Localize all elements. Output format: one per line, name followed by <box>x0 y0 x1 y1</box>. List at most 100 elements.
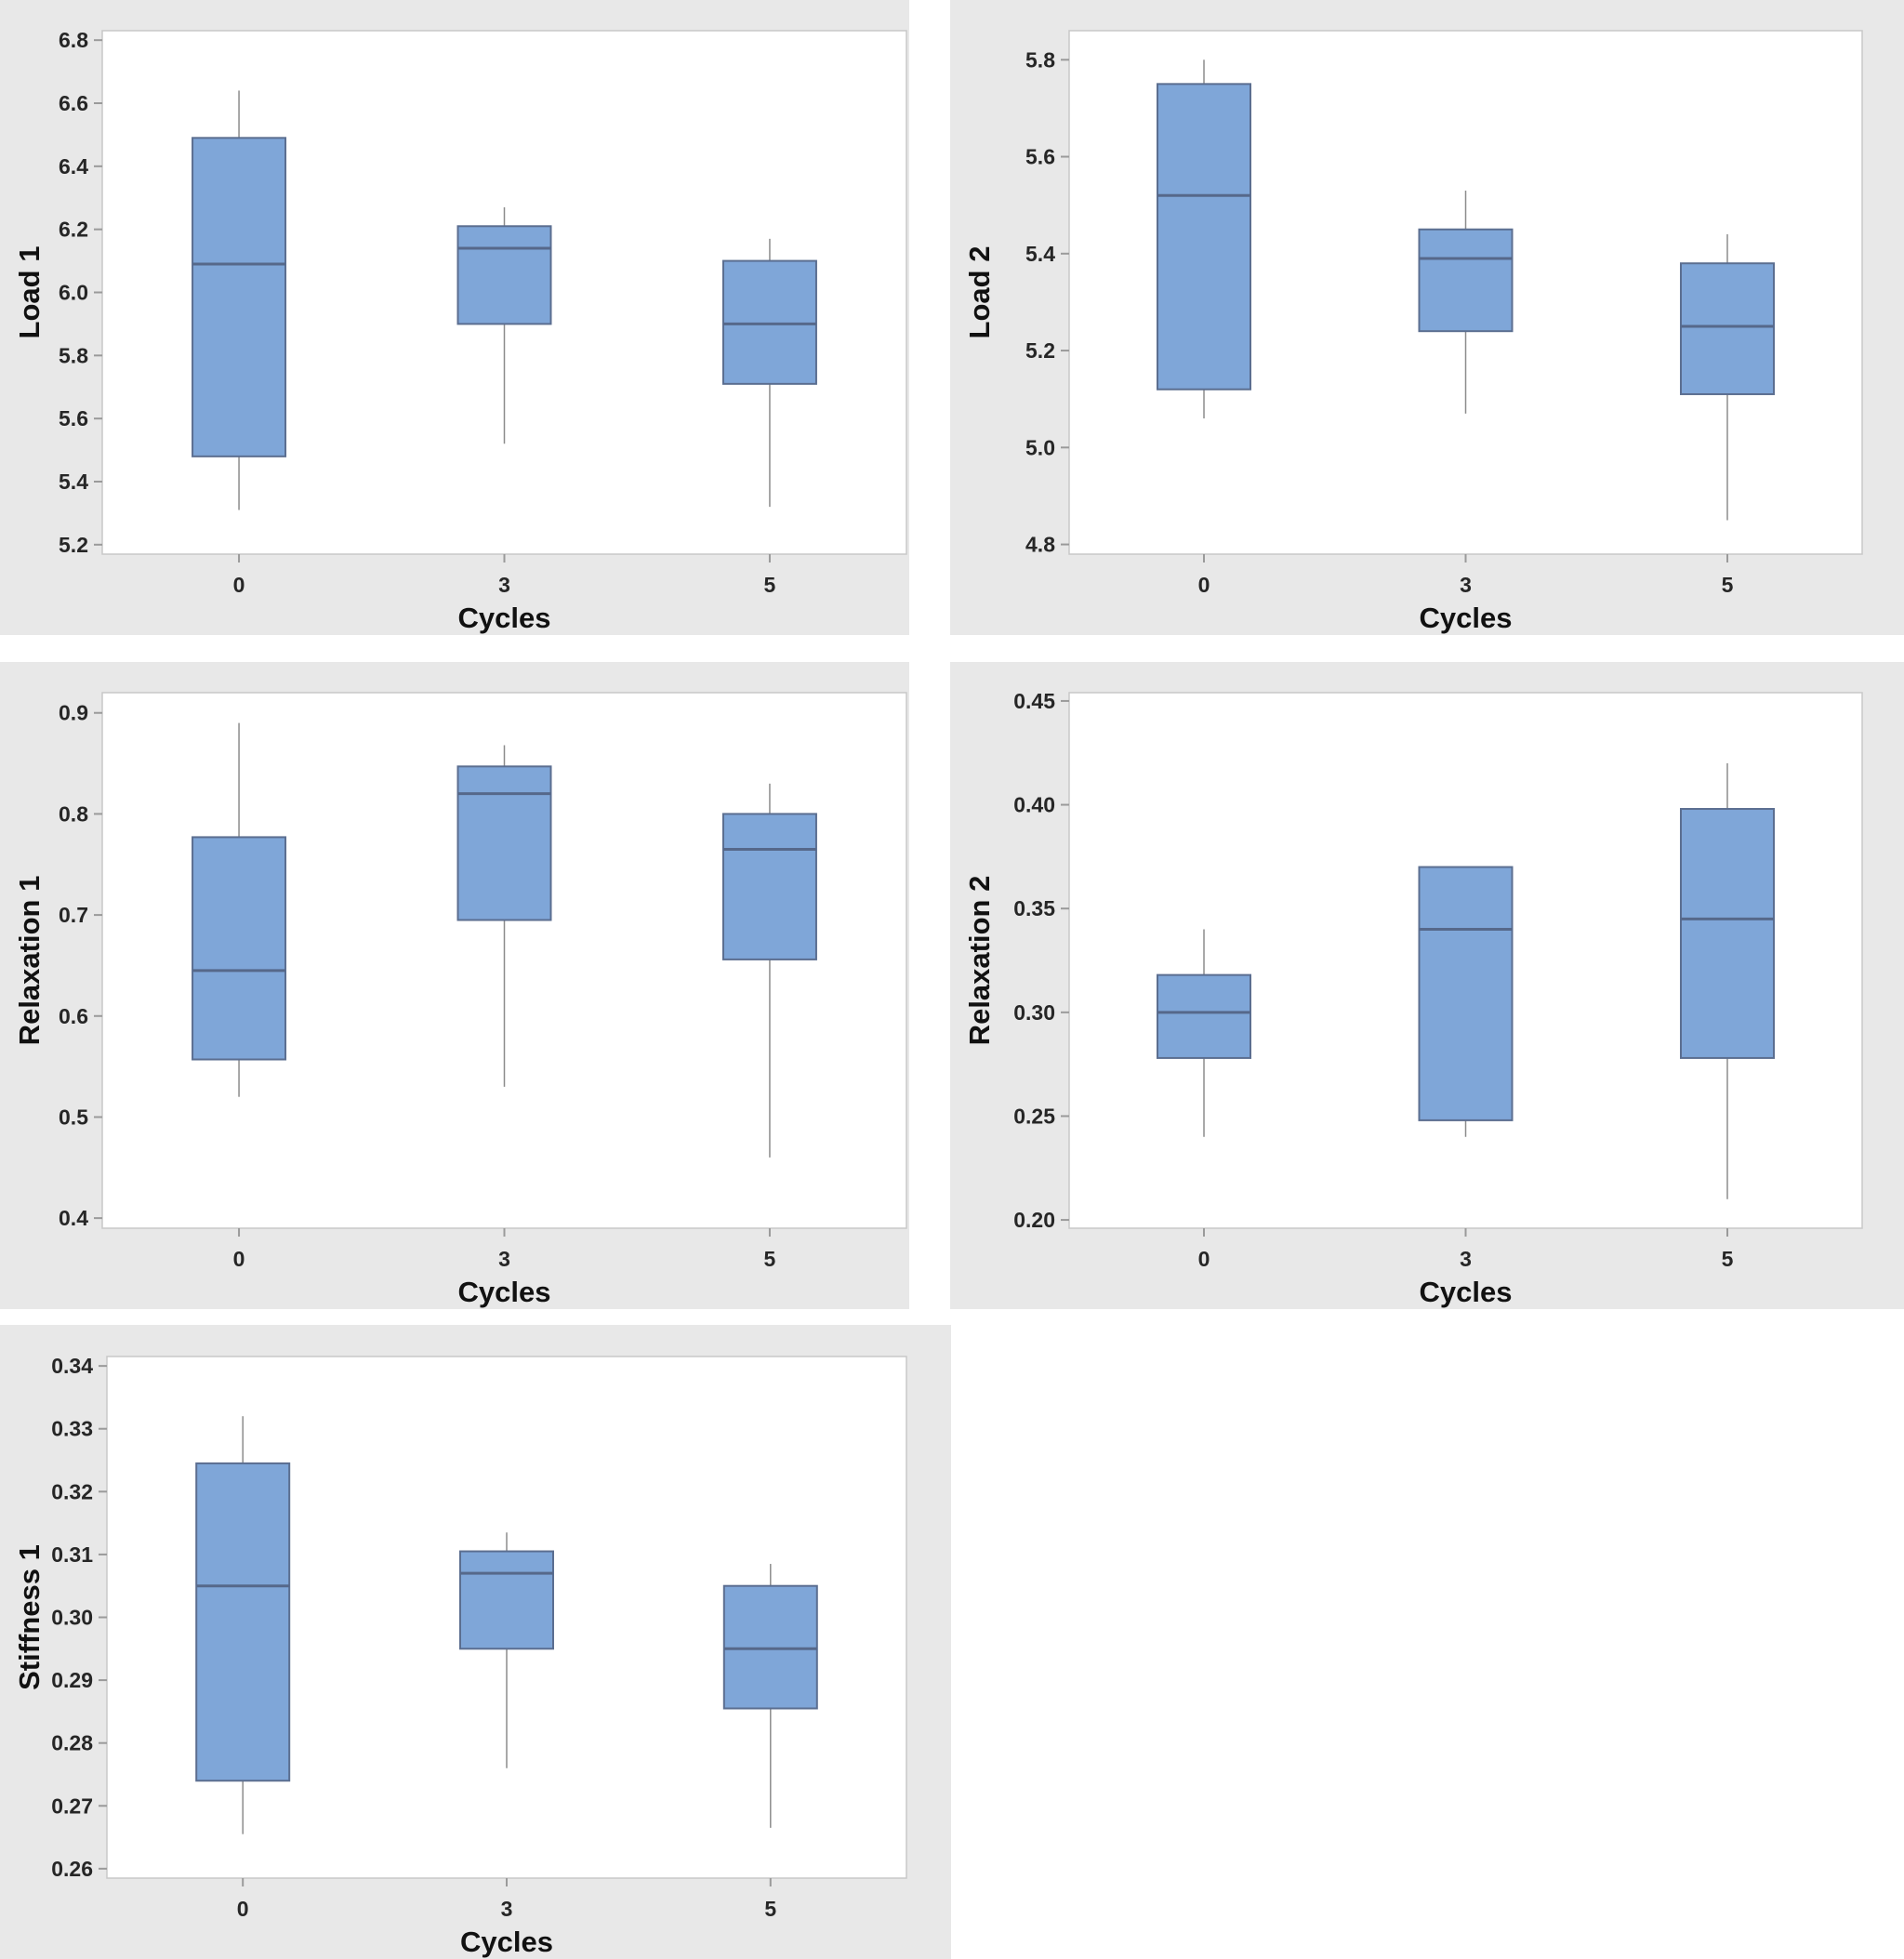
y-tick-label: 0.7 <box>59 903 88 927</box>
y-tick-label: 5.0 <box>1025 435 1055 459</box>
x-tick-label: 0 <box>1198 1247 1210 1271</box>
y-tick-label: 0.27 <box>51 1794 93 1818</box>
boxplot-svg: 0.4 0.5 0.6 0.7 0.8 0.9 0 3 5 Relaxation 1 Cycles <box>13 692 907 1308</box>
boxplot-svg: 0.26 0.27 0.28 0.29 0.30 0.31 0.32 0.33 0.34 0 3 5 S… <box>13 1354 907 1958</box>
iqr-box <box>1157 83 1252 390</box>
y-tick-label: 0.29 <box>51 1668 93 1692</box>
y-tick-label: 0.35 <box>1013 896 1055 920</box>
boxplot-svg: 4.8 5.0 5.2 5.4 5.6 5.8 0 3 5 Load 2 Cycles <box>963 30 1863 634</box>
y-tick-label: 0.6 <box>59 1004 88 1028</box>
iqr-box <box>1418 866 1514 1121</box>
x-axis-title: Cycles <box>1420 1276 1513 1308</box>
y-tick-label: 6.8 <box>59 28 88 52</box>
y-tick-label: 6.0 <box>59 281 88 305</box>
boxplot-panel-relaxation-1: 0.4 0.5 0.6 0.7 0.8 0.9 0 3 5 Relaxation 1 Cycles <box>0 662 909 1309</box>
y-tick-label: 5.4 <box>59 470 88 494</box>
iqr-box <box>195 1462 291 1782</box>
x-tick-label: 3 <box>498 573 510 597</box>
box-group <box>1157 929 1252 1137</box>
y-axis-title: Load 2 <box>963 246 996 339</box>
y-tick-label: 0.30 <box>1013 1000 1055 1025</box>
box-group <box>456 745 552 1087</box>
y-tick-label: 0.20 <box>1013 1208 1055 1232</box>
y-tick-label: 0.25 <box>1013 1104 1055 1128</box>
boxplot-svg: 5.2 5.4 5.6 5.8 6.0 6.2 6.4 6.6 6.8 0 3 5 Load 1 Cycl… <box>13 28 907 634</box>
x-tick-label: 5 <box>764 1897 776 1921</box>
iqr-box <box>721 259 817 385</box>
y-tick-label: 0.9 <box>59 701 88 725</box>
x-tick-label: 0 <box>233 1247 245 1271</box>
y-tick-label: 0.4 <box>59 1206 88 1230</box>
iqr-box <box>722 1584 818 1710</box>
y-tick-label: 5.6 <box>59 406 88 430</box>
x-axis-title: Cycles <box>460 1926 553 1958</box>
iqr-box <box>456 225 552 325</box>
x-tick-label: 5 <box>1722 1247 1734 1271</box>
x-tick-label: 5 <box>764 573 776 597</box>
box-group <box>721 783 817 1158</box>
y-tick-label: 4.8 <box>1025 533 1055 557</box>
x-axis-title: Cycles <box>458 1276 551 1308</box>
y-tick-label: 0.26 <box>51 1857 93 1881</box>
y-tick-label: 5.4 <box>1025 242 1055 266</box>
box-group <box>1418 191 1514 414</box>
y-tick-label: 0.34 <box>51 1354 93 1378</box>
y-tick-label: 0.45 <box>1013 689 1055 713</box>
iqr-box <box>1418 228 1514 333</box>
iqr-box <box>1157 973 1252 1059</box>
iqr-box <box>192 836 287 1061</box>
box-group <box>722 1564 818 1828</box>
y-tick-label: 0.33 <box>51 1417 93 1441</box>
y-tick-label: 5.6 <box>1025 145 1055 169</box>
y-tick-label: 5.2 <box>1025 338 1055 363</box>
y-axis-title: Stiffness 1 <box>13 1544 46 1690</box>
x-tick-label: 0 <box>233 573 245 597</box>
y-axis-title: Relaxation 2 <box>963 876 996 1046</box>
x-tick-label: 3 <box>501 1897 513 1921</box>
x-tick-label: 3 <box>498 1247 510 1271</box>
box-group <box>459 1532 554 1768</box>
box-group <box>1679 233 1775 521</box>
x-tick-label: 3 <box>1460 573 1472 597</box>
boxplot-panel-load-1: 5.2 5.4 5.6 5.8 6.0 6.2 6.4 6.6 6.8 0 3 5 Load 1 Cycl… <box>0 0 909 635</box>
y-tick-label: 0.30 <box>51 1606 93 1630</box>
y-tick-label: 0.28 <box>51 1731 93 1755</box>
y-tick-label: 5.8 <box>1025 47 1055 72</box>
iqr-box <box>1679 262 1775 395</box>
x-tick-label: 5 <box>764 1247 776 1271</box>
x-axis-title: Cycles <box>1420 602 1513 634</box>
boxplot-panel-load-2: 4.8 5.0 5.2 5.4 5.6 5.8 0 3 5 Load 2 Cycles <box>950 0 1904 635</box>
x-tick-label: 3 <box>1460 1247 1472 1271</box>
y-tick-label: 0.32 <box>51 1479 93 1503</box>
y-tick-label: 5.2 <box>59 533 88 557</box>
box-group <box>1418 866 1514 1137</box>
boxplot-panel-stiffness-1: 0.26 0.27 0.28 0.29 0.30 0.31 0.32 0.33 0.34 0 3 5 S… <box>0 1325 951 1959</box>
y-axis-title: Load 1 <box>13 246 46 339</box>
iqr-box <box>456 765 552 921</box>
box-group <box>1157 60 1252 419</box>
box-group <box>192 722 287 1097</box>
x-axis-title: Cycles <box>458 602 551 634</box>
box-group <box>721 238 817 508</box>
y-tick-label: 6.6 <box>59 91 88 115</box>
box-group <box>456 206 552 444</box>
iqr-box <box>192 137 287 457</box>
y-tick-label: 0.5 <box>59 1105 88 1129</box>
boxplot-svg: 0.20 0.25 0.30 0.35 0.40 0.45 0 3 5 Relaxation 2 C… <box>963 689 1863 1308</box>
y-tick-label: 6.4 <box>59 154 88 179</box>
iqr-box <box>721 813 817 960</box>
iqr-box <box>459 1550 554 1650</box>
y-tick-label: 0.8 <box>59 801 88 826</box>
y-tick-label: 5.8 <box>59 343 88 367</box>
iqr-box <box>1679 808 1775 1059</box>
x-tick-label: 0 <box>1198 573 1210 597</box>
x-tick-label: 0 <box>237 1897 249 1921</box>
box-group <box>1679 762 1775 1199</box>
box-group <box>192 90 287 510</box>
boxplot-panel-relaxation-2: 0.20 0.25 0.30 0.35 0.40 0.45 0 3 5 Relaxation 2 C… <box>950 662 1904 1309</box>
x-tick-label: 5 <box>1722 573 1734 597</box>
y-tick-label: 0.31 <box>51 1542 93 1567</box>
y-axis-title: Relaxation 1 <box>13 876 46 1046</box>
y-tick-label: 6.2 <box>59 218 88 242</box>
